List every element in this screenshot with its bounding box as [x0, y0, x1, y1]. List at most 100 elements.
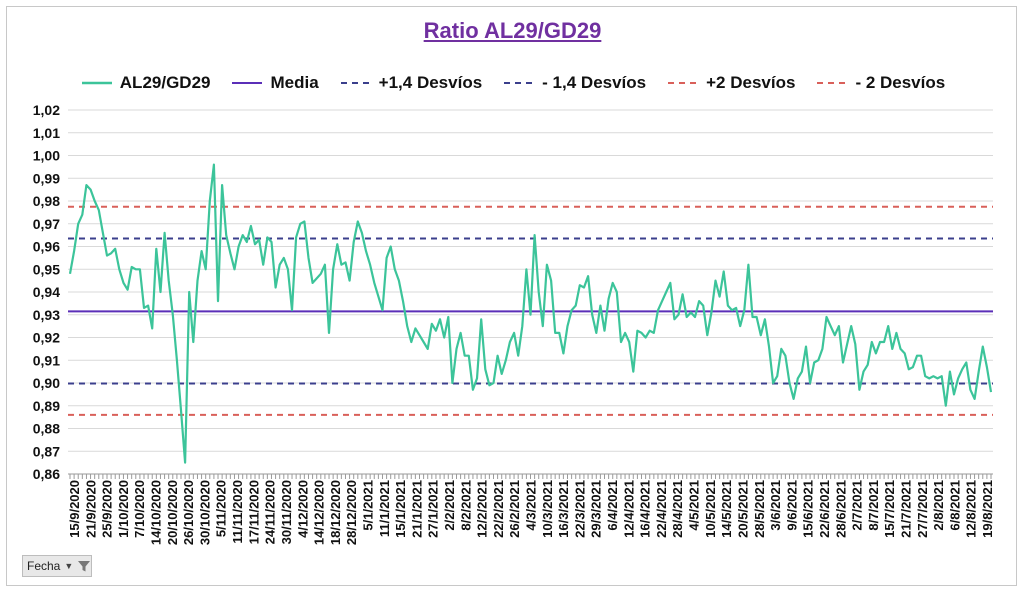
- legend-item-media: Media: [230, 73, 319, 93]
- data-point: [879, 341, 881, 343]
- y-tick-label: 0,98: [33, 193, 60, 209]
- data-point: [871, 341, 873, 343]
- data-point: [908, 368, 910, 370]
- data-point: [883, 341, 885, 343]
- data-point: [98, 209, 100, 211]
- data-point: [739, 325, 741, 327]
- data-point: [867, 364, 869, 366]
- data-point: [641, 332, 643, 334]
- data-point: [953, 393, 955, 395]
- data-point: [517, 355, 519, 357]
- data-point: [377, 296, 379, 298]
- data-point: [719, 296, 721, 298]
- data-point: [316, 277, 318, 279]
- legend-swatch-media: [232, 82, 263, 84]
- x-tick-label: 21/7/2021: [898, 480, 913, 538]
- legend-swatch-series: [81, 81, 112, 85]
- y-tick-label: 0,95: [33, 261, 60, 277]
- data-point: [94, 200, 96, 202]
- data-point: [542, 325, 544, 327]
- y-tick-label: 0,93: [33, 307, 60, 323]
- x-tick-label: 22/3/2021: [572, 480, 587, 538]
- data-point: [743, 309, 745, 311]
- data-point: [562, 352, 564, 354]
- data-point: [221, 184, 223, 186]
- data-point: [513, 332, 515, 334]
- x-tick-label: 4/5/2021: [687, 480, 702, 531]
- data-point: [447, 316, 449, 318]
- data-point: [410, 341, 412, 343]
- y-tick-label: 0,99: [33, 170, 60, 186]
- x-tick-label: 15/9/2020: [67, 480, 82, 538]
- data-point: [188, 291, 190, 293]
- data-point: [480, 318, 482, 320]
- x-tick-label: 18/12/2020: [328, 480, 343, 545]
- x-tick-label: 11/1/2021: [377, 480, 392, 537]
- x-tick-label: 1/10/2020: [116, 480, 131, 538]
- data-point: [357, 221, 359, 223]
- x-tick-label: 3/6/2021: [768, 480, 783, 531]
- data-point: [242, 234, 244, 236]
- data-point: [468, 355, 470, 357]
- data-point: [846, 343, 848, 345]
- x-tick-label: 5/1/2021: [360, 480, 375, 531]
- data-point: [155, 248, 157, 250]
- data-point: [77, 223, 79, 225]
- data-point: [924, 375, 926, 377]
- legend-swatch-minus14: [504, 82, 535, 84]
- data-point: [895, 332, 897, 334]
- data-point: [456, 348, 458, 350]
- data-point: [702, 305, 704, 307]
- data-point: [735, 307, 737, 309]
- x-tick-label: 30/11/2020: [279, 480, 294, 544]
- data-point: [509, 341, 511, 343]
- x-tick-label: 2/2/2021: [442, 480, 457, 531]
- data-point: [192, 341, 194, 343]
- data-point: [143, 307, 145, 309]
- data-point: [73, 250, 75, 252]
- data-point: [493, 382, 495, 384]
- data-point: [912, 366, 914, 368]
- data-point: [682, 293, 684, 295]
- data-point: [320, 273, 322, 275]
- data-point: [817, 359, 819, 361]
- x-tick-label: 28/6/2021: [833, 480, 848, 538]
- legend-label-minus2: - 2 Desvíos: [855, 73, 946, 92]
- data-point: [768, 346, 770, 348]
- x-tick-label: 9/6/2021: [784, 480, 799, 531]
- y-tick-label: 1,01: [33, 125, 60, 141]
- y-tick-label: 0,88: [33, 421, 60, 437]
- y-tick-label: 0,86: [33, 466, 60, 482]
- data-point: [324, 264, 326, 266]
- data-point: [595, 332, 597, 334]
- legend-swatch-minus2: [817, 82, 848, 84]
- legend-label-plus2: +2 Desvíos: [706, 73, 796, 92]
- data-point: [826, 316, 828, 318]
- data-point: [303, 221, 305, 223]
- date-filter-button[interactable]: Fecha ▼: [22, 555, 92, 577]
- data-point: [340, 264, 342, 266]
- data-point: [538, 291, 540, 293]
- x-tick-label: 8/7/2021: [866, 480, 881, 531]
- x-tick-label: 20/10/2020: [165, 480, 180, 545]
- data-point: [690, 312, 692, 314]
- data-point: [390, 246, 392, 248]
- x-tick-label: 15/1/2021: [393, 480, 408, 538]
- data-point: [205, 268, 207, 270]
- x-tick-label: 28/4/2021: [670, 480, 685, 538]
- data-point: [797, 377, 799, 379]
- data-point: [114, 248, 116, 250]
- data-point: [789, 382, 791, 384]
- x-tick-label: 16/3/2021: [556, 480, 571, 538]
- chart-legend: AL29/GD29 Media +1,4 Desvíos - 1,4 Desví…: [0, 70, 1025, 96]
- data-point: [361, 232, 363, 234]
- data-point: [937, 377, 939, 379]
- data-point: [435, 330, 437, 332]
- data-point: [81, 214, 83, 216]
- data-point: [328, 332, 330, 334]
- data-point: [497, 355, 499, 357]
- data-point: [419, 334, 421, 336]
- data-point: [928, 377, 930, 379]
- x-tick-label: 14/5/2021: [719, 480, 734, 538]
- data-point: [875, 352, 877, 354]
